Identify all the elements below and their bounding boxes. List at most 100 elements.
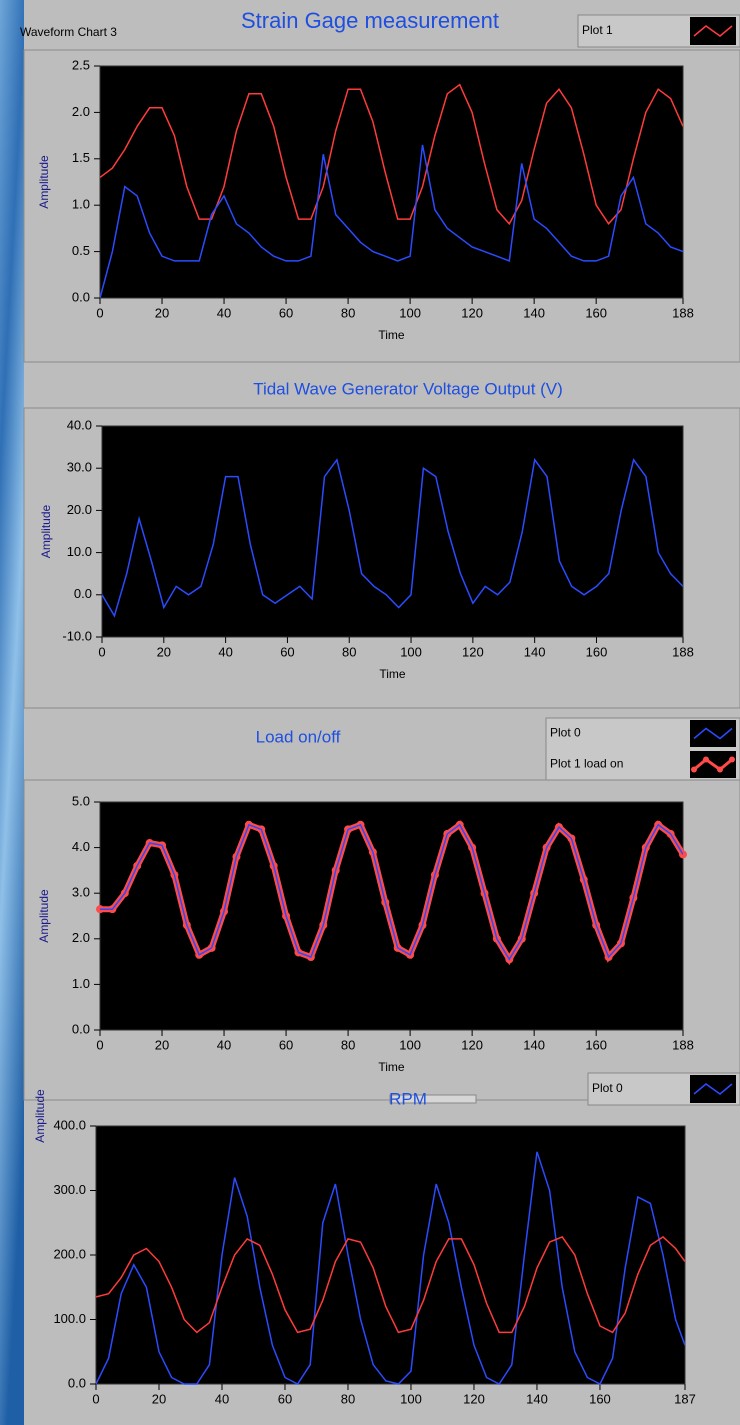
x-tick-label: 160: [585, 305, 607, 320]
x-tick-label: 120: [461, 1037, 483, 1052]
chart-title: RPM: [389, 1089, 427, 1108]
x-tick-label: 188: [672, 644, 694, 659]
y-tick-label: 2.5: [72, 57, 90, 72]
y-tick-label: 400.0: [53, 1117, 86, 1132]
x-tick-label: 160: [585, 1037, 607, 1052]
x-tick-label: 20: [152, 1391, 166, 1406]
series-line: [100, 823, 683, 961]
x-tick-label: 140: [523, 305, 545, 320]
y-tick-label: 100.0: [53, 1311, 86, 1326]
x-axis-label: Time: [378, 328, 405, 342]
y-axis-label: Amplitude: [37, 155, 51, 209]
legend-label: Plot 1: [582, 23, 613, 37]
y-tick-label: 20.0: [67, 502, 92, 517]
x-tick-label: 0: [96, 305, 103, 320]
y-axis-label: Amplitude: [37, 889, 51, 943]
x-tick-label: 0: [98, 644, 105, 659]
x-tick-label: 188: [672, 1037, 694, 1052]
x-tick-label: 120: [463, 1391, 485, 1406]
series-line: [100, 83, 683, 226]
y-axis-label: Amplitude: [39, 505, 53, 559]
series-line: [100, 144, 683, 299]
x-tick-label: 120: [462, 644, 484, 659]
legend-swatch: [693, 25, 733, 37]
y-tick-label: 0.0: [74, 586, 92, 601]
legend-swatch-marker: [703, 756, 709, 763]
y-tick-label: 0.0: [72, 289, 90, 304]
chart-frame: [23, 49, 740, 363]
chart-label: Waveform Chart 3: [20, 25, 117, 39]
x-tick-label: 60: [279, 305, 293, 320]
y-tick-label: 1.5: [72, 150, 90, 165]
background-strip: [0, 0, 24, 1425]
x-tick-label: 60: [278, 1391, 292, 1406]
x-tick-label: 188: [672, 305, 694, 320]
x-tick-label: 40: [217, 305, 231, 320]
splitter: [389, 1094, 477, 1104]
series-line: [96, 1151, 685, 1386]
legend-swatch-marker: [691, 766, 697, 773]
y-tick-label: 2.0: [72, 930, 90, 945]
x-tick-label: 60: [280, 644, 294, 659]
x-tick-label: 100: [400, 1391, 422, 1406]
legend-label: Plot 1 load on: [550, 757, 623, 771]
x-tick-label: 0: [92, 1391, 99, 1406]
x-tick-label: 160: [589, 1391, 611, 1406]
x-tick-label: 100: [399, 1037, 421, 1052]
x-tick-label: 20: [157, 644, 171, 659]
legend-swatch: [693, 1083, 733, 1095]
y-tick-label: 2.0: [72, 104, 90, 119]
chart-title: Tidal Wave Generator Voltage Output (V): [253, 379, 563, 398]
series-line: [96, 1235, 685, 1334]
y-tick-label: 0.0: [72, 1021, 90, 1036]
chart-frame: [23, 779, 740, 1101]
y-tick-label: -10.0: [62, 628, 92, 643]
y-tick-label: 10.0: [67, 544, 92, 559]
x-tick-label: 80: [341, 1391, 355, 1406]
y-tick-label: 4.0: [72, 839, 90, 854]
x-tick-label: 80: [341, 305, 355, 320]
y-axis-label: Amplitude: [33, 1089, 47, 1143]
legend-label: Plot 0: [592, 1081, 623, 1095]
x-tick-label: 60: [279, 1037, 293, 1052]
x-tick-label: 40: [217, 1037, 231, 1052]
y-tick-label: 200.0: [53, 1246, 86, 1261]
x-axis-label: Time: [379, 667, 406, 681]
legend-label: Plot 0: [550, 726, 581, 740]
x-tick-label: 40: [215, 1391, 229, 1406]
legend-swatch-marker: [729, 756, 735, 763]
y-tick-label: 300.0: [53, 1182, 86, 1197]
x-axis-label: Time: [378, 1060, 405, 1074]
legend-swatch: [693, 757, 733, 772]
y-tick-label: 0.5: [72, 243, 90, 258]
x-tick-label: 120: [461, 305, 483, 320]
x-tick-label: 20: [155, 1037, 169, 1052]
x-tick-label: 40: [218, 644, 232, 659]
plot-area: [101, 425, 684, 638]
y-tick-label: 5.0: [72, 793, 90, 808]
chart-title: Load on/off: [256, 727, 341, 746]
y-tick-label: 30.0: [67, 460, 92, 475]
chart-title: Strain Gage measurement: [241, 8, 499, 33]
x-tick-label: 140: [523, 1037, 545, 1052]
x-tick-label: 100: [399, 305, 421, 320]
plot-area: [99, 65, 684, 299]
series-line: [102, 457, 683, 618]
y-tick-label: 1.0: [72, 976, 90, 991]
y-tick-label: 0.0: [68, 1375, 86, 1390]
y-tick-label: 40.0: [67, 417, 92, 432]
y-tick-label: 1.0: [72, 197, 90, 212]
x-tick-label: 0: [96, 1037, 103, 1052]
x-tick-label: 100: [400, 644, 422, 659]
x-tick-label: 140: [526, 1391, 548, 1406]
y-tick-label: 3.0: [72, 885, 90, 900]
x-tick-label: 140: [524, 644, 546, 659]
series-marker: [679, 850, 687, 859]
x-tick-label: 80: [341, 1037, 355, 1052]
x-tick-label: 20: [155, 305, 169, 320]
x-tick-label: 160: [586, 644, 608, 659]
legend-swatch-marker: [717, 766, 723, 773]
legend-swatch: [693, 727, 733, 740]
